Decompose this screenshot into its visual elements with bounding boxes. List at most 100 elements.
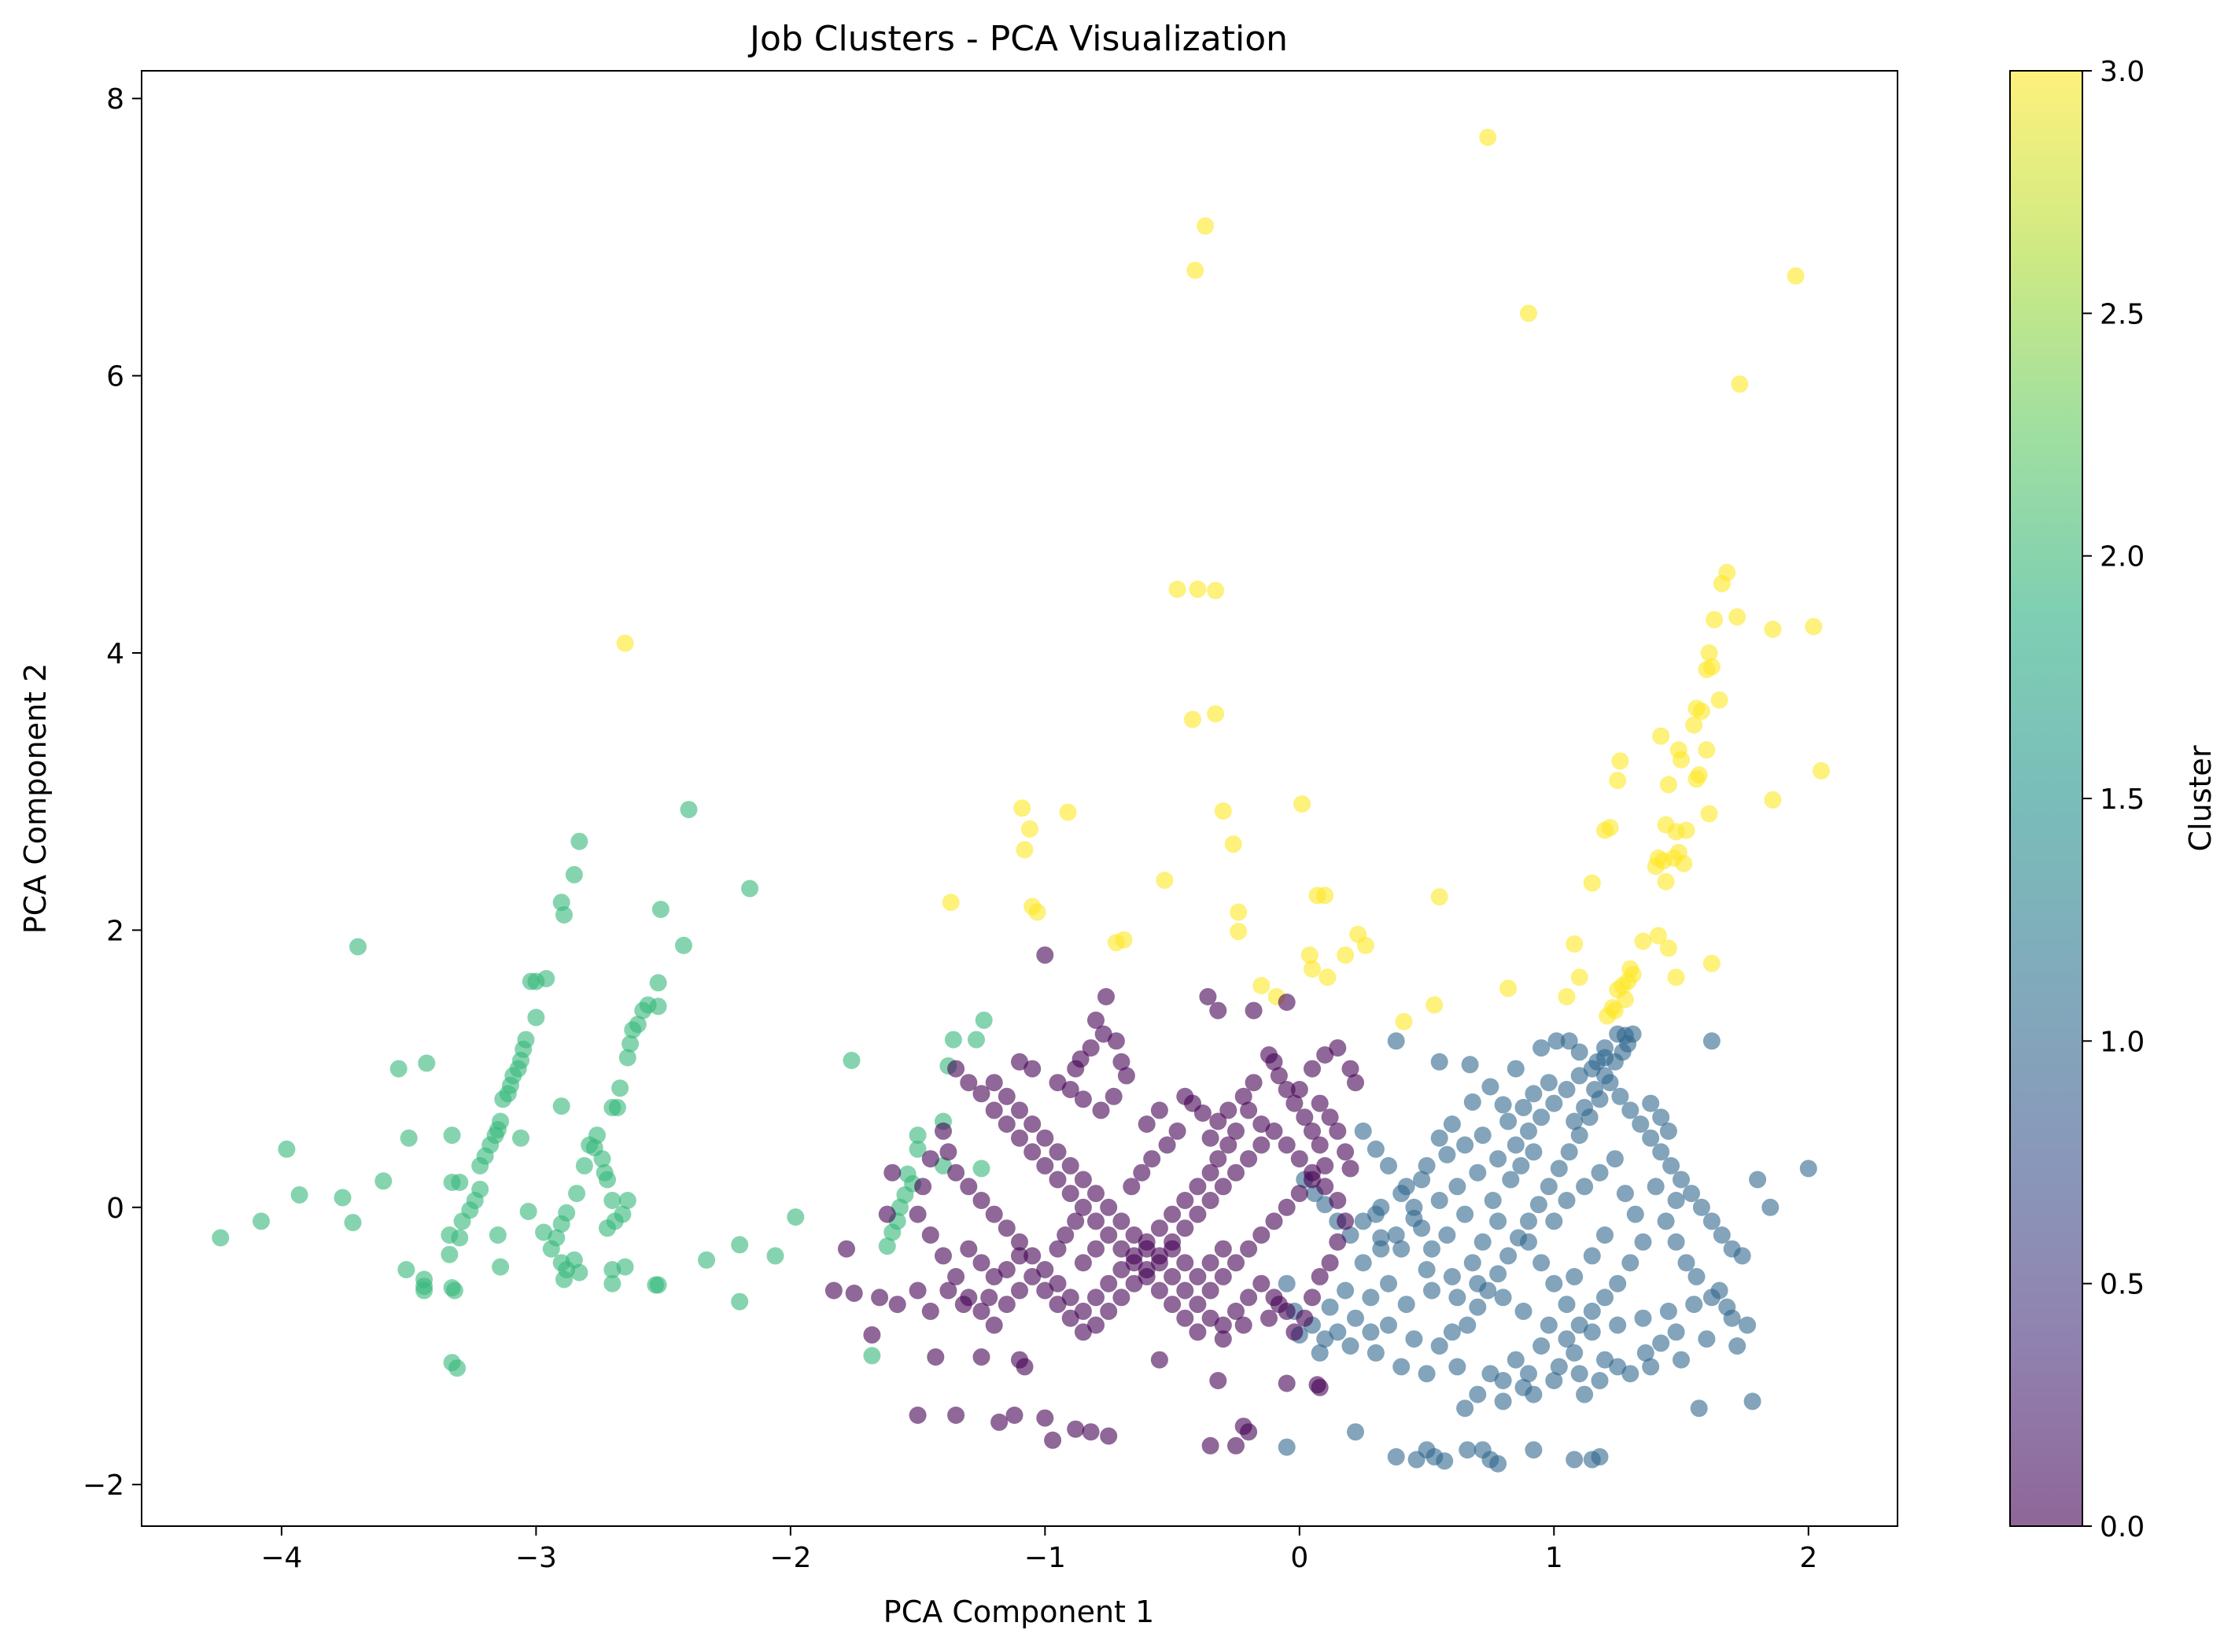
data-point-cluster-0 [960, 1178, 978, 1196]
data-point-cluster-0 [1270, 1067, 1288, 1085]
data-point-cluster-1 [1611, 1087, 1629, 1105]
data-point-cluster-3 [1168, 581, 1186, 598]
data-point-cluster-0 [1189, 1323, 1207, 1341]
data-point-cluster-0 [1023, 1247, 1042, 1265]
data-point-cluster-1 [1583, 1247, 1601, 1265]
data-point-cluster-3 [1028, 903, 1046, 921]
data-point-cluster-1 [1372, 1198, 1390, 1216]
data-point-cluster-0 [1209, 1372, 1227, 1389]
data-point-cluster-1 [1673, 1351, 1690, 1369]
data-point-cluster-2 [599, 1171, 616, 1189]
data-point-cluster-0 [1138, 1240, 1156, 1258]
data-point-cluster-0 [985, 1074, 1003, 1092]
data-point-cluster-0 [1074, 1254, 1092, 1272]
data-point-cluster-0 [1087, 1011, 1105, 1029]
data-point-cluster-1 [1596, 1067, 1614, 1085]
data-point-cluster-1 [1494, 1289, 1512, 1307]
data-point-cluster-1 [1430, 1053, 1448, 1071]
data-point-cluster-0 [921, 1226, 939, 1244]
data-point-cluster-2 [975, 1011, 993, 1029]
data-point-cluster-1 [1366, 1140, 1385, 1158]
data-point-cluster-0 [1125, 1274, 1143, 1292]
colorbar-tick-label: 1.0 [2100, 1026, 2145, 1058]
data-point-cluster-0 [1329, 1039, 1347, 1057]
data-point-cluster-1 [1512, 1156, 1530, 1174]
data-point-cluster-3 [1189, 581, 1207, 598]
x-tick-label: −3 [515, 1542, 557, 1574]
data-point-cluster-0 [1329, 1233, 1347, 1251]
data-point-cluster-1 [1560, 1143, 1578, 1161]
data-point-cluster-2 [552, 1097, 570, 1115]
data-point-cluster-0 [947, 1407, 965, 1424]
data-point-cluster-2 [471, 1156, 489, 1174]
data-point-cluster-1 [1463, 1254, 1481, 1272]
data-point-cluster-1 [1743, 1392, 1761, 1410]
data-point-cluster-0 [1176, 1281, 1194, 1300]
data-point-cluster-3 [1304, 960, 1321, 978]
data-point-cluster-3 [1499, 979, 1518, 997]
data-point-cluster-1 [1570, 1043, 1588, 1061]
data-point-cluster-0 [1100, 1226, 1118, 1244]
data-point-cluster-1 [1540, 1316, 1558, 1334]
data-point-cluster-1 [1448, 1289, 1466, 1307]
data-point-cluster-2 [570, 1263, 588, 1281]
data-point-cluster-2 [741, 879, 759, 898]
data-point-cluster-2 [649, 1276, 667, 1294]
data-point-cluster-2 [603, 1274, 621, 1292]
data-point-cluster-3 [616, 634, 634, 652]
data-point-cluster-1 [1634, 1233, 1652, 1251]
data-point-cluster-0 [1176, 1192, 1194, 1209]
data-point-cluster-0 [1011, 1247, 1028, 1265]
data-point-cluster-1 [1469, 1274, 1487, 1292]
data-point-cluster-0 [1329, 1122, 1347, 1140]
data-point-cluster-2 [616, 1258, 634, 1276]
data-point-cluster-1 [1443, 1115, 1461, 1133]
data-point-cluster-1 [1570, 1067, 1588, 1085]
data-point-cluster-1 [1591, 1447, 1609, 1466]
data-point-cluster-1 [1647, 1178, 1665, 1196]
data-point-cluster-1 [1673, 1171, 1690, 1189]
data-point-cluster-0 [1214, 1316, 1232, 1334]
data-point-cluster-0 [1245, 1074, 1263, 1092]
data-point-cluster-2 [649, 997, 667, 1016]
data-point-cluster-3 [1706, 610, 1724, 629]
data-point-cluster-2 [909, 1140, 927, 1158]
data-point-cluster-0 [1011, 1233, 1028, 1251]
data-point-cluster-1 [1387, 1447, 1405, 1466]
data-point-cluster-3 [1700, 644, 1718, 662]
data-point-cluster-1 [1586, 1081, 1604, 1098]
data-point-cluster-1 [1413, 1171, 1431, 1189]
data-point-cluster-1 [1596, 1226, 1614, 1244]
data-point-cluster-1 [1642, 1129, 1660, 1147]
data-point-cluster-1 [1558, 1192, 1576, 1209]
data-point-cluster-0 [1311, 1136, 1329, 1154]
data-point-cluster-0 [939, 1281, 957, 1300]
data-point-cluster-0 [1227, 1163, 1245, 1182]
data-point-cluster-1 [1520, 1122, 1537, 1140]
data-point-cluster-0 [1049, 1240, 1067, 1258]
data-point-cluster-3 [1659, 939, 1677, 957]
colorbar-tick-label: 0.0 [2100, 1511, 2145, 1543]
data-point-cluster-3 [1319, 968, 1337, 986]
data-point-cluster-0 [1304, 1060, 1321, 1078]
data-point-cluster-2 [555, 906, 573, 924]
data-point-cluster-3 [1787, 267, 1805, 285]
colorbar [2009, 70, 2083, 1527]
data-point-cluster-2 [527, 1009, 545, 1027]
data-point-cluster-0 [960, 1240, 978, 1258]
data-point-cluster-1 [1499, 1112, 1518, 1130]
data-point-cluster-0 [1107, 1032, 1125, 1050]
data-point-cluster-0 [883, 1163, 902, 1182]
data-point-cluster-0 [985, 1205, 1003, 1223]
data-point-cluster-1 [1621, 1254, 1639, 1272]
data-point-cluster-2 [374, 1172, 393, 1190]
data-point-cluster-1 [1413, 1219, 1431, 1237]
data-point-cluster-2 [878, 1237, 896, 1256]
data-point-cluster-3 [1687, 770, 1706, 788]
data-point-cluster-0 [1209, 1112, 1227, 1130]
data-point-cluster-0 [1074, 1090, 1092, 1108]
data-point-cluster-0 [1199, 988, 1217, 1005]
data-point-cluster-2 [675, 936, 692, 954]
data-point-cluster-1 [1337, 1281, 1355, 1300]
data-point-cluster-0 [1125, 1226, 1143, 1244]
